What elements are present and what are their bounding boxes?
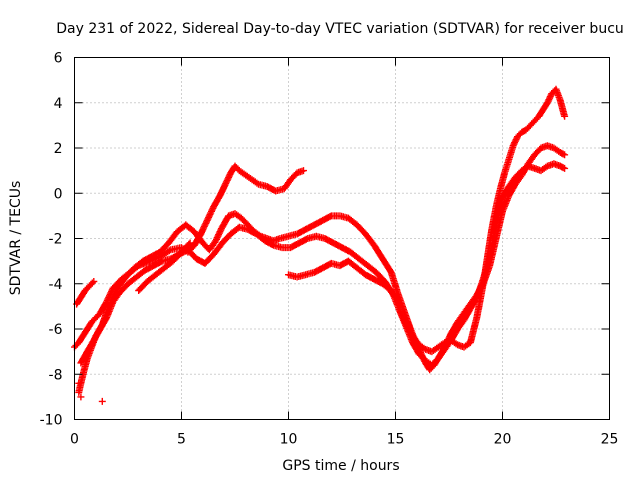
y-tick-label: 6 <box>54 51 63 67</box>
x-axis-label: GPS time / hours <box>282 458 399 474</box>
grid <box>74 57 610 420</box>
x-tick-label: 0 <box>70 432 79 448</box>
series-markers <box>396 85 569 356</box>
data-points <box>71 85 569 405</box>
y-tick-labels: -10 -8 -6 -4 -2 0 2 4 6 <box>40 51 63 429</box>
series-markers <box>135 239 194 294</box>
y-tick-label: -6 <box>49 322 63 338</box>
y-tick-label: -4 <box>49 277 63 293</box>
x-tick-label: 20 <box>494 432 512 448</box>
x-tick-label: 25 <box>601 432 619 448</box>
y-tick-label: 4 <box>54 96 63 112</box>
series-track-7 <box>135 239 194 294</box>
series-outliers <box>75 379 106 405</box>
chart-title: Day 231 of 2022, Sidereal Day-to-day VTE… <box>56 21 624 37</box>
y-tick-label: -2 <box>49 232 63 248</box>
series-track-4 <box>285 257 399 301</box>
x-tick-label: 10 <box>280 432 298 448</box>
y-tick-label: -8 <box>49 367 63 383</box>
y-tick-label: 0 <box>54 186 63 202</box>
x-tick-label: 5 <box>177 432 186 448</box>
series-markers <box>73 278 98 308</box>
x-tick-label: 15 <box>387 432 405 448</box>
series-track-5 <box>396 85 569 356</box>
series-markers <box>285 257 399 301</box>
y-tick-label: 2 <box>54 141 63 157</box>
axis-ticks <box>74 57 610 420</box>
series-track-6 <box>73 278 98 308</box>
y-axis-label: SDTVAR / TECUs <box>8 181 24 296</box>
y-tick-label: -10 <box>40 413 63 429</box>
series-markers <box>75 379 106 405</box>
x-tick-labels: 0 5 10 15 20 25 <box>70 432 618 448</box>
